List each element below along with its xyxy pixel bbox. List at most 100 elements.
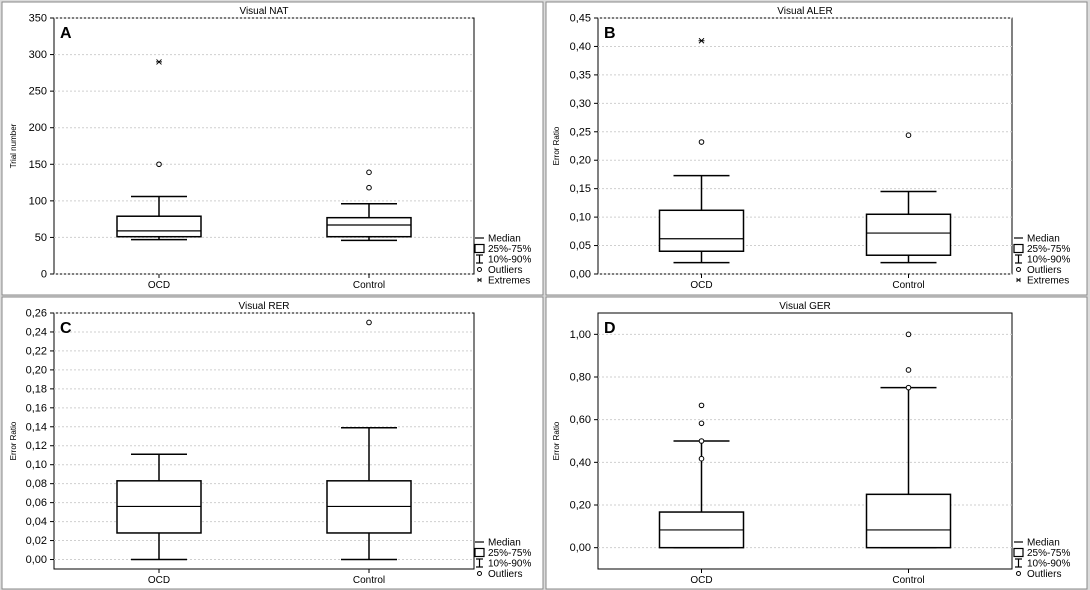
- x-tick-label: Control: [353, 280, 385, 291]
- legend-label: Extremes: [1027, 276, 1069, 287]
- box-ocd: [116, 59, 202, 241]
- y-axis-label: Error Ratio: [552, 126, 561, 165]
- iqr-box: [865, 493, 952, 549]
- y-tick-label: 0,12: [26, 440, 47, 452]
- panel-letter: A: [60, 25, 72, 42]
- y-tick-label: 0,25: [570, 126, 591, 138]
- y-tick-label: 0,30: [570, 98, 591, 110]
- outlier-point: [156, 161, 162, 168]
- y-tick-label: 0,24: [26, 326, 47, 338]
- panel-letter: D: [604, 320, 616, 337]
- panel-C: 0,00 0,02 0,04 0,06 0,08 0,10 0,12 0,14 0,16 0,18…: [1, 296, 544, 590]
- y-tick-label: 250: [29, 86, 47, 98]
- legend-label: Median: [1027, 538, 1060, 549]
- x-tick-label: OCD: [148, 280, 170, 291]
- outlier-point: [905, 132, 912, 138]
- y-tick-label: 0,06: [26, 497, 47, 509]
- x-tick-label: Control: [892, 575, 924, 586]
- y-tick-label: 0,80: [570, 372, 591, 384]
- legend-box-symbol: [1013, 243, 1024, 254]
- iqr-box: [116, 215, 202, 238]
- y-tick-label: 300: [29, 49, 47, 61]
- panel-letter: B: [604, 25, 616, 42]
- y-tick-label: 0: [41, 269, 47, 281]
- y-tick-label: 0,10: [26, 459, 47, 471]
- legend-label: 10%-90%: [1027, 559, 1070, 570]
- x-tick-label: OCD: [148, 575, 170, 586]
- y-tick-label: 0,45: [570, 13, 591, 25]
- y-tick-label: 0,00: [26, 554, 47, 566]
- box-ocd: [658, 37, 745, 264]
- y-tick-label: 0,60: [570, 414, 591, 426]
- y-tick-label: 0,02: [26, 535, 47, 547]
- y-tick-label: 0,35: [570, 69, 591, 81]
- y-tick-label: 0,05: [570, 240, 591, 252]
- legend-box-symbol: [474, 243, 485, 254]
- y-tick-label: 200: [29, 122, 47, 134]
- box-control: [865, 132, 952, 264]
- legend-label: Outliers: [488, 265, 522, 276]
- y-tick-label: 0,14: [26, 421, 47, 433]
- legend-label: Median: [488, 538, 521, 549]
- legend-label: 25%-75%: [488, 244, 531, 255]
- box-ocd: [658, 402, 745, 549]
- outlier-point: [698, 438, 705, 444]
- legend-label: 25%-75%: [1027, 244, 1070, 255]
- outlier-point: [698, 139, 705, 145]
- panel-B: 0,00 0,05 0,10 0,15 0,20 0,25 0,30 0,35 0,40 0,45…: [545, 1, 1088, 296]
- y-tick-label: 0,00: [570, 542, 591, 554]
- y-tick-label: 0,10: [570, 212, 591, 224]
- legend-label: 10%-90%: [1027, 255, 1070, 266]
- legend-label: Outliers: [488, 569, 522, 580]
- chart-title: Visual NAT: [239, 6, 288, 17]
- legend-label: 10%-90%: [488, 559, 531, 570]
- outlier-point: [905, 384, 912, 391]
- legend-outlier-symbol: [477, 571, 482, 576]
- y-tick-label: 100: [29, 195, 47, 207]
- y-tick-label: 0,20: [26, 364, 47, 376]
- outlier-point: [698, 402, 705, 409]
- chart-title: Visual ALER: [777, 6, 832, 17]
- x-tick-label: OCD: [690, 280, 712, 291]
- outlier-point: [366, 169, 372, 176]
- legend-label: Outliers: [1027, 569, 1061, 580]
- y-tick-label: 0,20: [570, 500, 591, 512]
- chart-title: Visual GER: [779, 301, 831, 312]
- y-axis-label: Trial number: [9, 123, 18, 168]
- legend-label: Outliers: [1027, 265, 1061, 276]
- extreme-point: [698, 37, 705, 44]
- y-tick-label: 350: [29, 13, 47, 25]
- panel-A: 0 50 100 150 200 250 300 350 Visual NAT A Trial nu…: [1, 1, 544, 296]
- legend-outlier-symbol: [1016, 571, 1021, 576]
- y-tick-label: 50: [35, 232, 47, 244]
- y-axis-label: Error Ratio: [552, 421, 561, 460]
- y-tick-label: 0,04: [26, 516, 47, 528]
- y-tick-label: 0,20: [570, 155, 591, 167]
- legend-box-symbol: [474, 547, 485, 558]
- legend-label: 25%-75%: [1027, 548, 1070, 559]
- legend-box-symbol: [1013, 547, 1024, 558]
- outlier-point: [698, 455, 705, 462]
- outlier-point: [905, 367, 912, 373]
- outlier-point: [905, 331, 912, 338]
- y-tick-label: 1,00: [570, 329, 591, 341]
- iqr-box: [865, 213, 952, 256]
- panel-letter: C: [60, 320, 72, 337]
- x-tick-label: Control: [892, 280, 924, 291]
- x-tick-label: Control: [353, 575, 385, 586]
- outlier-point: [366, 319, 372, 326]
- y-tick-label: 0,08: [26, 478, 47, 490]
- outlier-point: [698, 420, 705, 427]
- x-tick-label: OCD: [690, 575, 712, 586]
- legend-label: Extremes: [488, 276, 530, 287]
- legend-label: Median: [488, 234, 521, 245]
- legend-label: Median: [1027, 234, 1060, 245]
- iqr-box: [658, 209, 745, 252]
- y-tick-label: 0,26: [26, 308, 47, 320]
- y-tick-label: 150: [29, 159, 47, 171]
- box-ocd: [116, 453, 202, 561]
